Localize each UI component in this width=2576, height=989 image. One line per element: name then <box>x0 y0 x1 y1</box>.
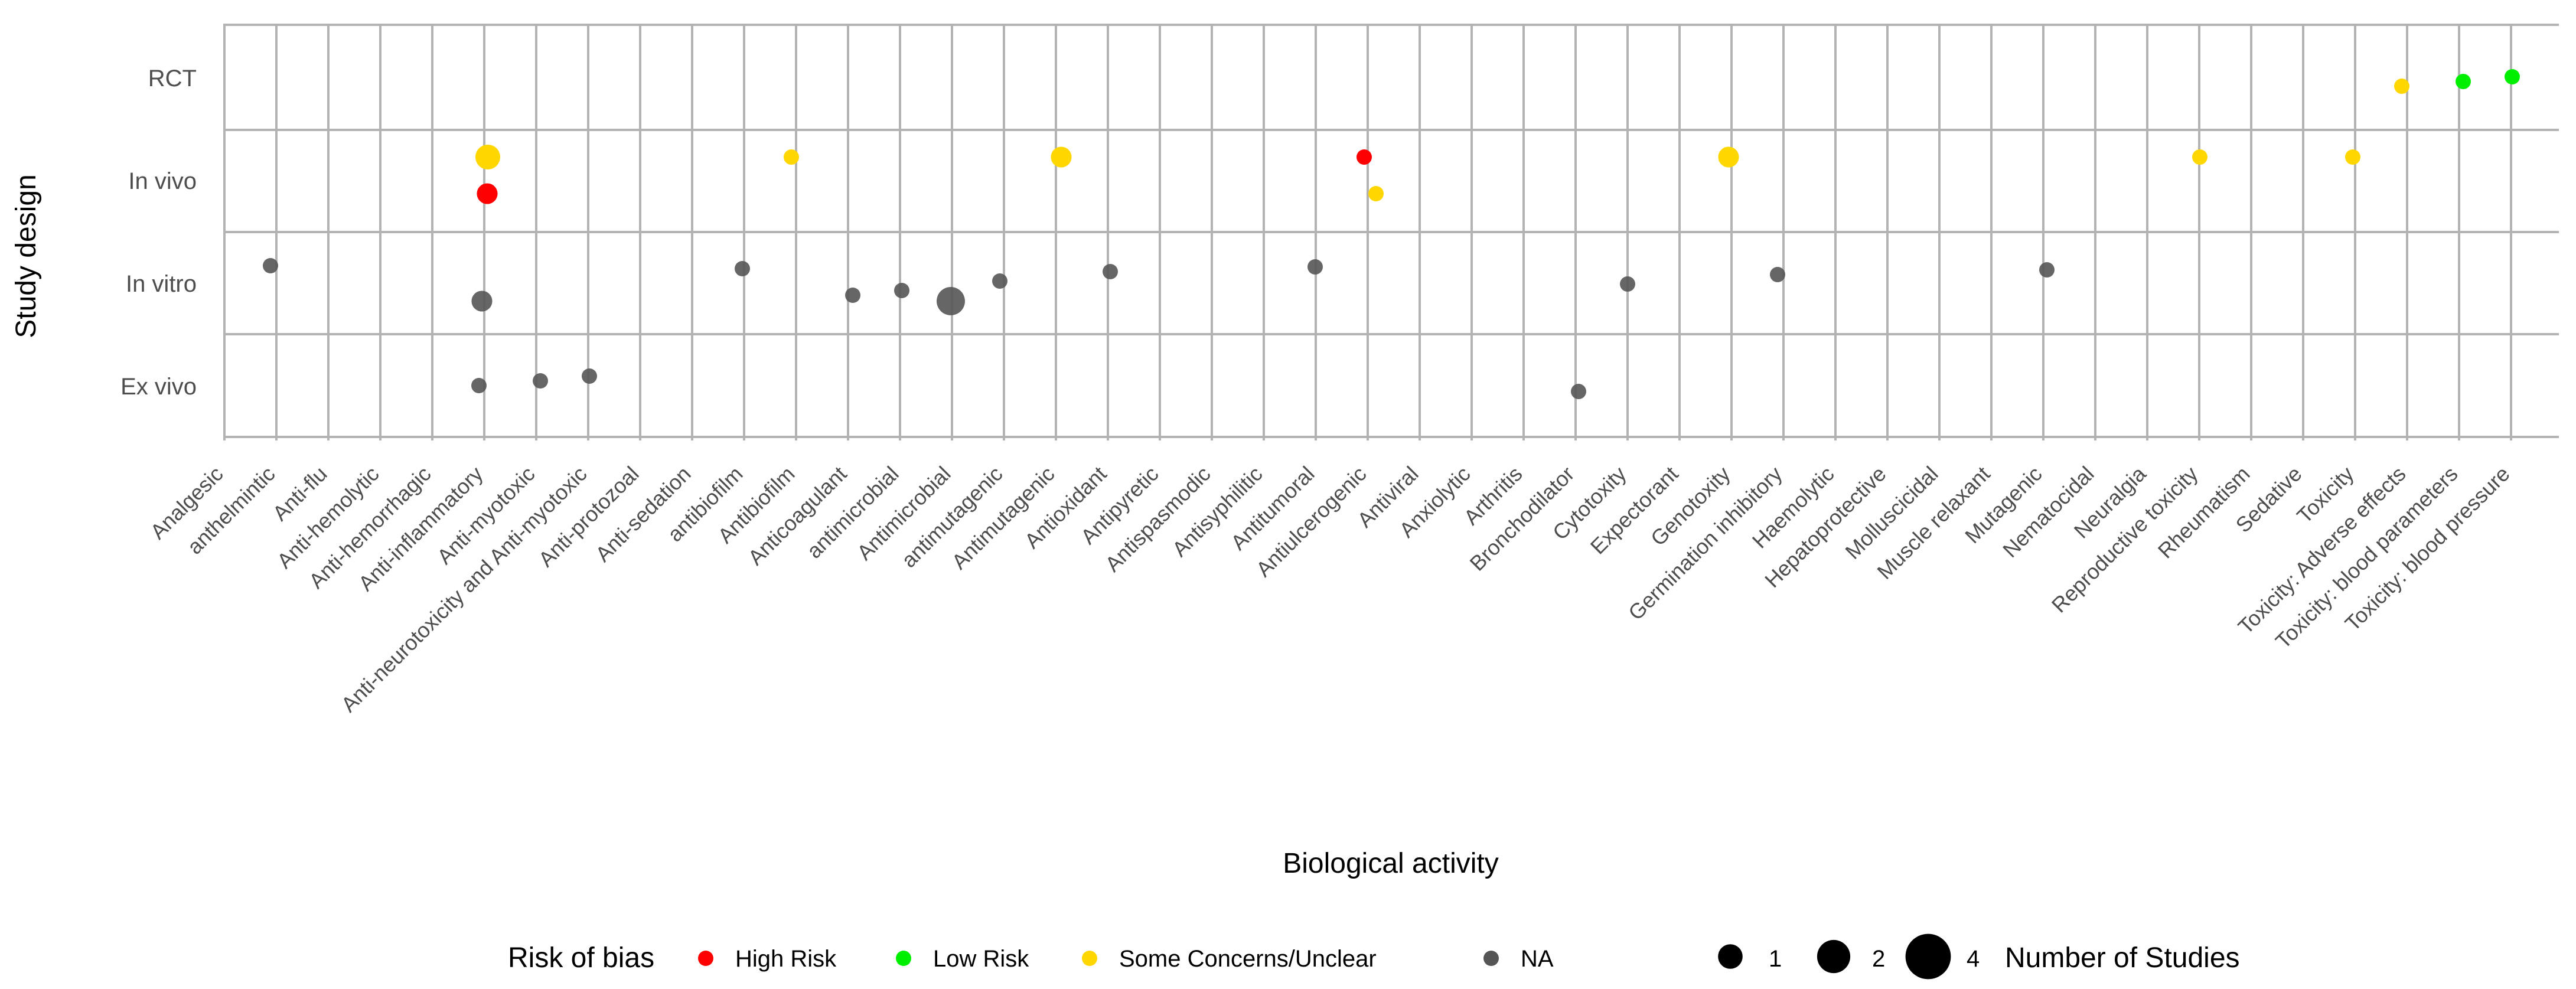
legend: Risk of bias Number of Studies High Risk… <box>508 933 2240 980</box>
y-axis-title: Study design <box>11 174 42 338</box>
data-point <box>582 368 597 384</box>
data-point <box>2505 69 2520 84</box>
data-point <box>2192 149 2207 165</box>
data-point <box>1051 146 1072 168</box>
legend-color-key <box>1483 951 1499 966</box>
legend-size-label: 2 <box>1872 946 1885 972</box>
data-point <box>533 373 548 389</box>
data-point <box>845 288 860 303</box>
data-point <box>263 258 278 273</box>
data-point <box>992 273 1007 289</box>
legend-size-key <box>1817 939 1851 974</box>
data-point <box>735 261 750 276</box>
data-point <box>1307 259 1323 275</box>
color-legend-title: Risk of bias <box>508 942 654 974</box>
data-point <box>1770 267 1785 282</box>
legend-size-key <box>1905 933 1951 980</box>
grid-layer <box>223 24 2559 440</box>
legend-color-label: Low Risk <box>933 946 1029 972</box>
data-point <box>471 291 493 312</box>
data-point <box>475 144 501 170</box>
data-point <box>894 283 909 298</box>
legend-size-label: 1 <box>1769 946 1782 972</box>
data-point <box>2039 262 2055 278</box>
data-point <box>1571 384 1586 399</box>
x-axis-title: Biological activity <box>1283 848 1498 879</box>
legend-color-key <box>1082 951 1097 966</box>
size-legend-title: Number of Studies <box>2005 942 2240 974</box>
legend-size-key <box>1718 944 1743 969</box>
legend-color-label: High Risk <box>735 946 837 972</box>
legend-color-label: NA <box>1521 946 1554 972</box>
y-tick-label: RCT <box>148 66 197 92</box>
legend-color-label: Some Concerns/Unclear <box>1119 946 1377 972</box>
point-layer <box>263 69 2520 399</box>
data-point <box>1357 149 1372 165</box>
data-point <box>2345 149 2360 165</box>
data-point <box>2456 74 2471 89</box>
data-point <box>1718 146 1739 168</box>
legend-color-key <box>698 951 713 966</box>
data-point <box>477 183 498 204</box>
data-point <box>1620 276 1635 292</box>
data-point <box>1103 264 1118 279</box>
y-tick-label: In vivo <box>128 168 197 194</box>
legend-color-key <box>896 951 911 966</box>
y-tick-label: In vitro <box>126 271 197 297</box>
data-point <box>2394 79 2409 94</box>
y-tick-label: Ex vivo <box>120 374 197 400</box>
data-point <box>1368 186 1384 201</box>
legend-size-label: 4 <box>1967 946 1980 972</box>
data-point <box>937 287 965 315</box>
data-point <box>784 149 799 165</box>
data-point <box>471 378 487 393</box>
